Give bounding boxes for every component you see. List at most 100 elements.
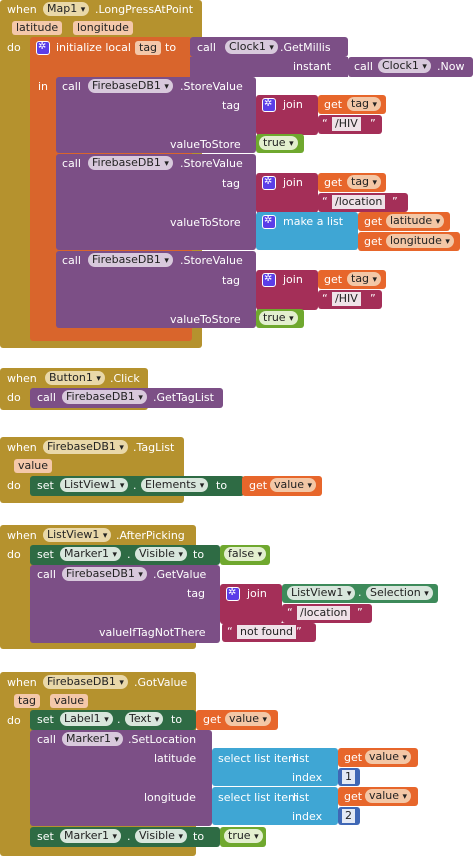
valuetostore-label: valueToStore [170,313,241,326]
tag-socket-label: tag [222,274,241,287]
storevalue-block-2[interactable] [56,154,256,250]
valuetostore-label: valueToStore [170,216,241,229]
marker1-dropdown[interactable]: Marker1 ▾ [60,829,122,843]
text-location-value[interactable]: /location [332,195,386,209]
firebase-dropdown[interactable]: FirebaseDB1 ▾ [43,440,128,454]
selection-dropdown[interactable]: Selection ▾ [366,586,433,600]
call-keyword: call [37,391,56,404]
get-keyword: get [364,215,383,228]
event-name: .LongPressAtPoint [95,3,194,16]
quote-open: “ [322,117,328,130]
false-dropdown[interactable]: false ▾ [224,547,267,561]
make-a-list-label: make a list [283,215,344,228]
clock1-now-dropdown[interactable]: Clock1 ▾ [378,59,431,73]
call-keyword: call [197,41,216,54]
listview1-dropdown[interactable]: ListView1 ▾ [60,478,129,492]
quote-close: ” [392,195,398,208]
firebase-dropdown[interactable]: FirebaseDB1 ▾ [88,156,173,170]
text-hiv-value[interactable]: /HIV [332,117,361,131]
value-dropdown[interactable]: value ▾ [365,789,412,803]
index-value-2[interactable]: 2 [342,809,355,823]
true-dropdown[interactable]: true ▾ [259,311,298,325]
map1-dropdown[interactable]: Map1 ▾ [43,2,90,16]
getmillis-method: .GetMillis [280,41,331,54]
param-latitude[interactable]: latitude [12,21,63,35]
call-setlocation[interactable] [30,730,212,826]
join-gear-icon[interactable] [262,273,276,287]
value-dropdown[interactable]: value ▾ [270,478,317,492]
to-keyword: to [171,713,183,726]
select-list-item-block[interactable] [212,787,338,825]
visible-dropdown[interactable]: Visible ▾ [135,547,187,561]
text-location-value[interactable]: /location [297,606,351,620]
index-value-1[interactable]: 1 [342,770,355,784]
do-keyword: do [7,41,21,54]
taglist-event: .TagList [133,441,175,454]
quote-open: “ [322,195,328,208]
in-keyword: in [38,80,49,93]
mutator-gear-icon[interactable] [36,41,50,55]
join-gear-icon[interactable] [226,587,240,601]
local-var-name[interactable]: tag [135,41,162,55]
listview1-dropdown[interactable]: ListView1 ▾ [43,528,112,542]
value-dropdown[interactable]: value ▾ [365,750,412,764]
get-keyword: get [203,713,222,726]
tag-socket-label: tag [222,177,241,190]
quote-open: “ [287,606,293,619]
var-dropdown[interactable]: tag ▾ [347,272,382,286]
firebase-dropdown[interactable]: FirebaseDB1 ▾ [43,675,128,689]
value-dropdown[interactable]: value ▾ [225,712,272,726]
elements-dropdown[interactable]: Elements ▾ [141,478,209,492]
firebase-dropdown[interactable]: FirebaseDB1 ▾ [62,390,147,404]
call-keyword: call [37,568,56,581]
marker1-dropdown[interactable]: Marker1 ▾ [60,547,122,561]
call-keyword: call [62,80,81,93]
set-marker-visible[interactable] [30,827,220,847]
index-socket-label: index [292,810,323,823]
quote-open: “ [322,292,328,305]
select-list-item-block[interactable] [212,748,338,786]
quote-close: ” [357,606,363,619]
call-keyword: call [37,733,56,746]
clock1-dropdown[interactable]: Clock1 ▾ [225,40,278,54]
text-dropdown[interactable]: Text ▾ [125,712,164,726]
param-value[interactable]: value [50,694,89,708]
true-dropdown[interactable]: true ▾ [259,136,298,150]
join-label: join [247,587,267,600]
text-hiv-value[interactable]: /HIV [332,292,361,306]
listview1-dropdown[interactable]: ListView1 ▾ [287,586,356,600]
do-keyword: do [7,714,21,727]
param-value[interactable]: value [14,459,53,473]
firebase-dropdown[interactable]: FirebaseDB1 ▾ [88,79,173,93]
firebase-dropdown[interactable]: FirebaseDB1 ▾ [62,567,147,581]
join-gear-icon[interactable] [262,98,276,112]
list-gear-icon[interactable] [262,215,276,229]
join-label: join [283,98,303,111]
select-list-item-label: select list item [218,791,299,804]
text-notfound-value[interactable]: not found [237,625,297,639]
marker1-dropdown[interactable]: Marker1 ▾ [62,732,124,746]
tag-socket-label: tag [222,99,241,112]
param-longitude[interactable]: longitude [73,21,133,35]
longitude-dropdown[interactable]: longitude ▾ [386,234,454,248]
param-tag[interactable]: tag [14,694,41,708]
set-keyword: set [37,830,54,843]
list-socket-label: list [293,791,310,804]
gettaglist-method: .GetTagList [153,391,214,404]
dot-separator: . [127,830,131,843]
set-marker-visible[interactable] [30,545,220,565]
visible-dropdown[interactable]: Visible ▾ [135,829,187,843]
var-dropdown[interactable]: tag ▾ [347,97,382,111]
getvalue-method: .GetValue [153,568,207,581]
button1-dropdown[interactable]: Button1 ▾ [45,371,105,385]
true-dropdown[interactable]: true ▾ [224,829,263,843]
firebase-dropdown[interactable]: FirebaseDB1 ▾ [88,253,173,267]
get-keyword: get [324,176,343,189]
label1-dropdown[interactable]: Label1 ▾ [60,712,113,726]
storevalue-method: .StoreValue [180,80,243,93]
latitude-dropdown[interactable]: latitude ▾ [386,214,445,228]
dot-separator: . [133,479,137,492]
var-dropdown[interactable]: tag ▾ [347,175,382,189]
initialize-local-label: initialize local [56,41,131,54]
join-gear-icon[interactable] [262,176,276,190]
